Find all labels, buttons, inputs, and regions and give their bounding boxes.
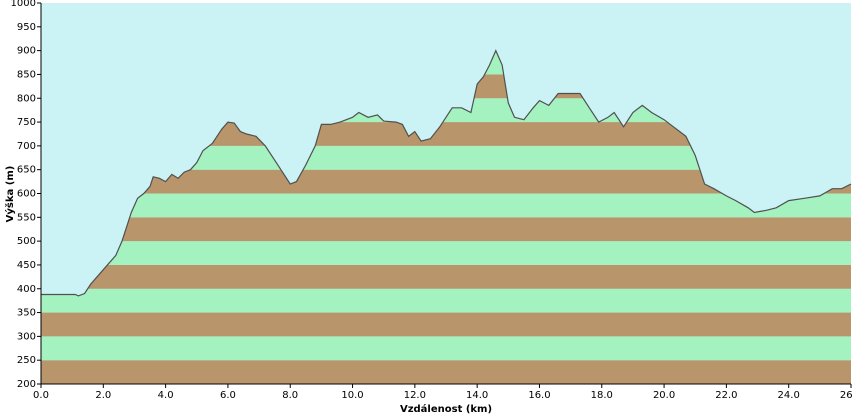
y-tick-label: 400	[17, 284, 36, 295]
x-tick-label: 26.0	[840, 390, 853, 401]
y-axis-title: Výška (m)	[4, 166, 16, 223]
area-band	[41, 360, 851, 384]
y-tick-label: 350	[17, 308, 36, 319]
x-tick-label: 4.0	[158, 390, 174, 401]
x-tick-label: 2.0	[95, 390, 111, 401]
y-tick-label: 650	[17, 165, 36, 176]
x-tick-label: 22.0	[715, 390, 737, 401]
y-tick-label: 250	[17, 355, 36, 366]
x-tick-label: 6.0	[220, 390, 236, 401]
elevation-line	[41, 49, 852, 297]
area-band	[41, 241, 851, 265]
x-tick-label: 16.0	[528, 390, 550, 401]
y-tick-label: 1000	[11, 0, 36, 9]
y-tick-label: 850	[17, 69, 36, 80]
y-tick-label: 500	[17, 236, 36, 247]
x-tick-label: 20.0	[653, 390, 675, 401]
y-tick-label: 950	[17, 22, 36, 33]
y-tick-label: 700	[17, 141, 36, 152]
x-tick-label: 8.0	[282, 390, 298, 401]
y-tick-label: 200	[17, 379, 36, 390]
y-tick-label: 800	[17, 93, 36, 104]
y-tick-label: 550	[17, 212, 36, 223]
area-band	[41, 217, 851, 242]
x-tick-label: 12.0	[404, 390, 426, 401]
x-tick-label: 18.0	[591, 390, 613, 401]
x-tick-label: 24.0	[778, 390, 800, 401]
x-tick-label: 14.0	[466, 390, 488, 401]
area-band	[41, 145, 851, 170]
x-tick-label: 0.0	[33, 390, 49, 401]
area-band	[41, 336, 851, 361]
area-band	[41, 264, 851, 289]
area-band	[41, 193, 851, 218]
x-tick-label: 10.0	[341, 390, 363, 401]
area-band	[41, 288, 851, 313]
y-tick-label: 300	[17, 331, 36, 342]
x-axis-title: Vzdálenost (km)	[400, 403, 492, 415]
y-tick-label: 600	[17, 189, 36, 200]
area-band	[41, 169, 851, 194]
y-tick-label: 900	[17, 46, 36, 57]
y-tick-label: 450	[17, 260, 36, 271]
y-tick-label: 750	[17, 117, 36, 128]
area-band	[41, 312, 851, 337]
